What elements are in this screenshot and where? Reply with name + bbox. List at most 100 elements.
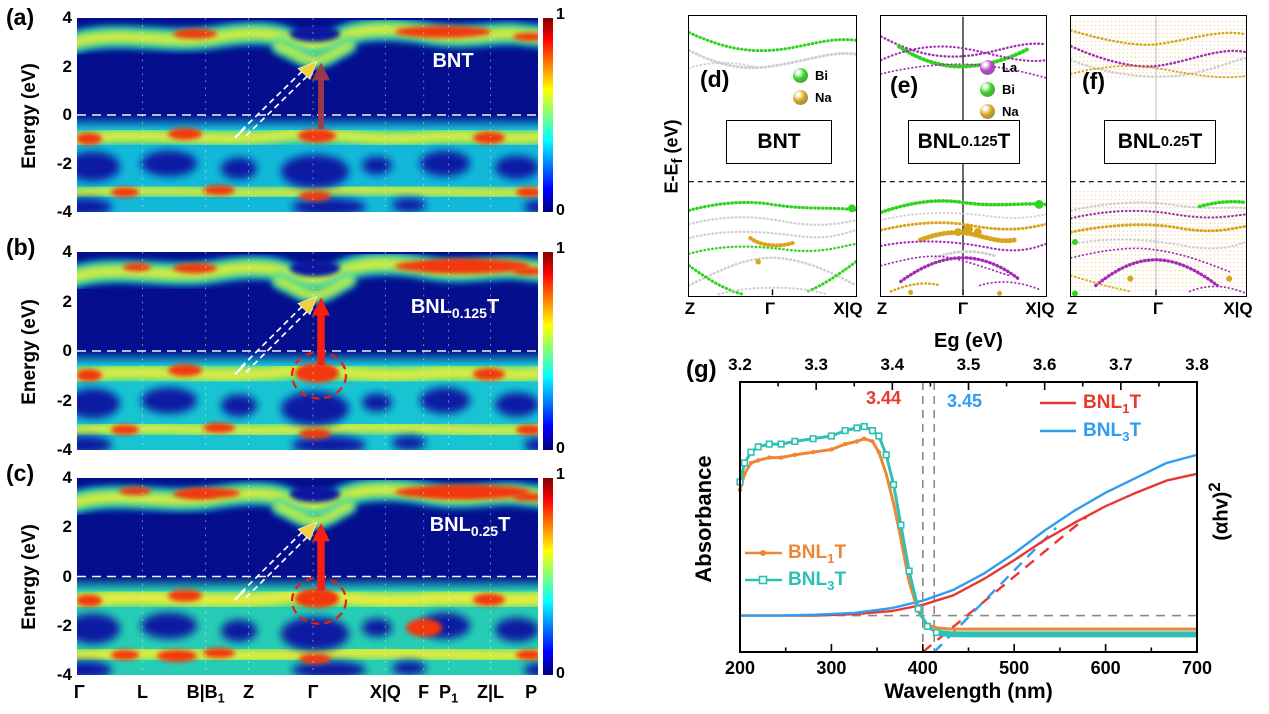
legend-element-label: Na <box>815 89 832 105</box>
colorbar-a-max: 1 <box>556 6 565 23</box>
ytick-label: 0 <box>62 566 72 586</box>
bi-sphere-icon <box>980 81 995 97</box>
def-xtick-label: Γ <box>764 299 776 318</box>
absorbance-curve-bnl1t <box>738 437 1197 631</box>
def-xtick-label: Γ <box>957 299 969 318</box>
legend-label-absorbance: BNL3T <box>788 569 847 593</box>
band-curve <box>689 228 856 240</box>
top-axis-title: Eg (eV) <box>934 330 1003 352</box>
top-axis-tick-label: 3.2 <box>728 355 752 374</box>
heatmap-band-structure-bnt <box>77 18 538 212</box>
right-axis-title: (αhv)2 <box>1204 482 1233 541</box>
tauc-extrapolation-line <box>922 516 1088 653</box>
ytick-label: 4 <box>62 468 72 487</box>
absorbance-flat-bnl3t <box>936 629 1197 638</box>
def-xtick-label: Z <box>876 299 888 318</box>
def-ylabel: E-Ef (eV) <box>661 119 687 194</box>
legend-elements-d: Bi Na <box>793 64 832 108</box>
kpath-label: B|B1 <box>186 682 225 706</box>
ytick-label: 2 <box>62 291 72 311</box>
legend-label-absorbance: BNL1T <box>788 542 847 566</box>
top-axis-tick-label: 3.3 <box>804 355 828 374</box>
legend-element-label: Na <box>1002 103 1019 119</box>
ytick-label: -2 <box>56 615 72 635</box>
band-curve <box>1071 209 1246 220</box>
colorbar-a-min: 0 <box>556 202 565 219</box>
legend-label-tauc: BNL3T <box>1083 420 1142 444</box>
ytick-label: -2 <box>56 153 72 173</box>
bottom-axis-tick-label: 500 <box>999 658 1030 678</box>
ytick-label: -2 <box>56 390 72 410</box>
panel-a-ylabel: Energy (eV) <box>19 63 40 169</box>
def-xtick-label: X|Q <box>1223 299 1253 318</box>
band-curve <box>689 200 856 212</box>
kpath-label: Γ <box>73 682 85 702</box>
kpath-label: P1 <box>439 682 459 706</box>
def-xtick-label: Z <box>1066 299 1078 318</box>
bandgap-annotation-blue: 3.45 <box>947 391 983 411</box>
title-box-bnl0125t: BNL 0.125 T <box>908 120 1020 164</box>
legend-elements-e: La Bi Na <box>980 56 1019 122</box>
legend-element-label: La <box>1002 59 1018 75</box>
legend-row: Na <box>793 86 832 108</box>
na-sphere-icon <box>793 89 808 105</box>
band-curve <box>689 256 856 287</box>
legend-element-label: Bi <box>1002 81 1015 97</box>
top-axis-tick-label: 3.8 <box>1185 355 1209 374</box>
band-curve <box>1071 201 1246 212</box>
band-curve <box>1071 29 1246 46</box>
tauc-curve-bnl3t <box>740 453 1198 617</box>
panel-b-ylabel: Energy (eV) <box>19 299 40 405</box>
band-curve <box>748 235 798 248</box>
colorbar-c <box>543 478 553 675</box>
legend-row: La <box>980 56 1019 78</box>
bottom-axis-tick-label: 700 <box>1181 658 1213 678</box>
band-curve <box>1188 285 1246 295</box>
absorbance-curve-bnl3t <box>738 425 1197 636</box>
na-sphere-icon <box>980 103 995 119</box>
colorbar-b <box>543 252 553 450</box>
band-curve <box>889 282 942 293</box>
band-curve <box>689 242 856 256</box>
kpath-label: X|Q <box>369 682 401 702</box>
band-curve <box>1071 65 1246 79</box>
band-curve <box>1071 238 1246 250</box>
panel-b-letter: (b) <box>6 234 36 260</box>
band-curve <box>899 256 1022 284</box>
kpath-label: P <box>525 682 538 702</box>
kpath-label: Γ <box>307 682 319 702</box>
panel-c-letter: (c) <box>6 460 35 486</box>
kpath-label: Z <box>242 682 254 702</box>
title-box-bnt: BNT <box>726 120 832 164</box>
panel-a-letter: (a) <box>6 4 35 30</box>
def-xtick-label: Γ <box>1152 299 1164 318</box>
band-curve <box>1197 199 1246 209</box>
ytick-label: -4 <box>56 440 72 459</box>
band-curve <box>881 240 1046 252</box>
ytick-label: 0 <box>62 341 72 360</box>
band-curve <box>881 199 1046 215</box>
band-curve <box>881 212 1046 222</box>
band-curve <box>1071 274 1132 293</box>
colorbar-a <box>543 18 553 212</box>
band-curve <box>689 264 745 296</box>
bottom-axis-tick-label: 300 <box>816 658 847 678</box>
indirect-transition-arrow <box>240 302 306 368</box>
ytick-label: 4 <box>62 8 72 27</box>
legend-row: Bi <box>980 78 1019 100</box>
top-axis-tick-label: 3.5 <box>956 355 981 374</box>
legend-label-tauc: BNL1T <box>1083 392 1142 416</box>
la-sphere-icon <box>980 59 995 75</box>
bandgap-annotation-red: 3.44 <box>866 388 902 408</box>
panel-f-letter: (f) <box>1082 68 1105 94</box>
arrow-head-yellow <box>297 521 318 541</box>
title-box-bnl025t: BNL 0.25 T <box>1104 120 1216 164</box>
band-curve <box>806 260 856 293</box>
band-curve <box>881 63 1046 79</box>
bottom-axis-tick-label: 400 <box>907 658 938 678</box>
arrow-head-yellow <box>297 295 318 316</box>
band-curve <box>978 281 1040 291</box>
heatmap-band-structure-bnl025t <box>77 478 538 675</box>
kpath-label: F <box>418 682 430 702</box>
